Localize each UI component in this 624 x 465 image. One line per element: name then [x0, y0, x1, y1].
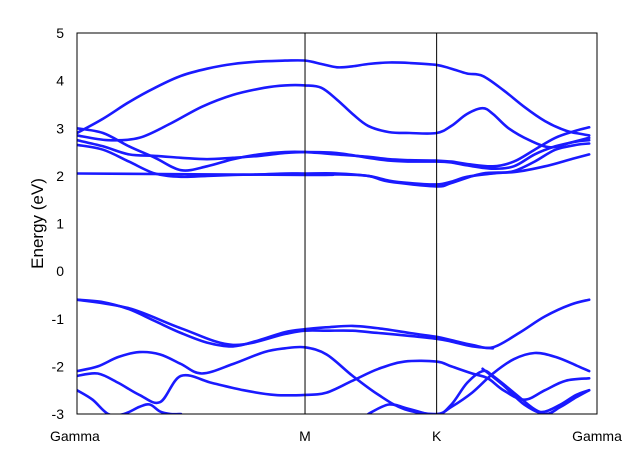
y-tick-labels: 5 4 3 2 1 0 -1 -2 -3	[52, 25, 65, 422]
y-tick-label: 1	[56, 216, 64, 232]
band-line	[77, 126, 591, 172]
y-tick-label: -1	[52, 311, 65, 327]
y-tick-label: 4	[56, 73, 64, 89]
y-tick-label: 3	[56, 120, 64, 136]
band-line	[77, 138, 591, 171]
y-axis-title: Energy (eV)	[28, 178, 47, 269]
y-tick-label: 0	[56, 263, 64, 279]
x-tick-label: Gamma	[572, 428, 622, 444]
y-tick-label: 2	[56, 168, 64, 184]
band-line	[77, 345, 591, 414]
y-tick-label: 5	[56, 25, 64, 41]
band-line	[77, 359, 591, 405]
y-tick-label: -2	[52, 358, 65, 374]
band-line	[77, 83, 591, 149]
x-tick-label: Gamma	[50, 428, 100, 444]
band-line	[77, 298, 591, 350]
x-tick-label: K	[432, 428, 442, 444]
band-line	[481, 367, 591, 414]
band-line	[77, 59, 591, 137]
band-line	[77, 298, 495, 350]
x-tick-labels: Gamma M K Gamma	[50, 428, 622, 444]
x-tick-label: M	[299, 428, 311, 444]
energy-bands	[77, 59, 591, 414]
high-symmetry-lines	[304, 33, 438, 414]
band-line	[77, 142, 591, 186]
y-tick-label: -3	[52, 406, 65, 422]
plot-frame	[76, 32, 598, 415]
band-line	[77, 388, 183, 414]
